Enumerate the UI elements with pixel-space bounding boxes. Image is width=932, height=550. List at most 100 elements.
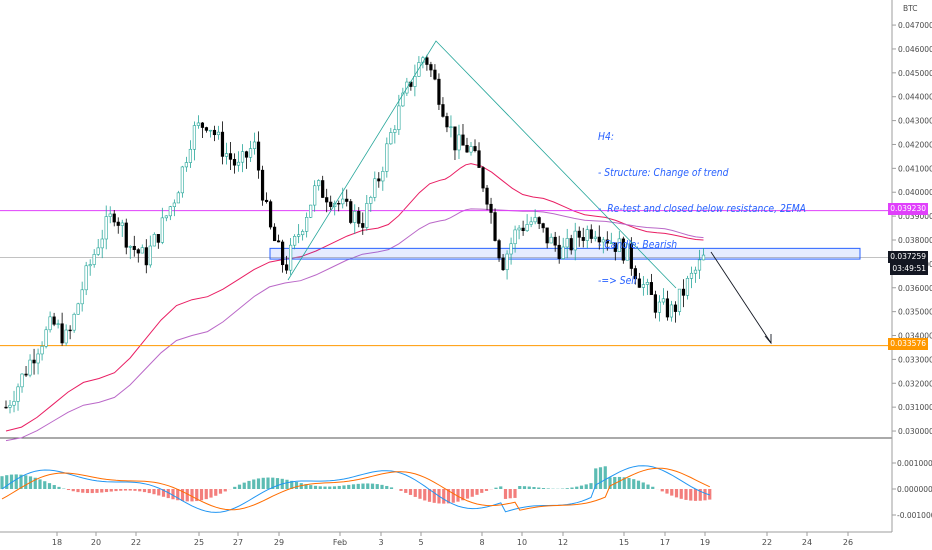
osc-hist-bar: [218, 489, 223, 494]
price-tick-label: 0.040000: [898, 188, 932, 197]
osc-hist-bar: [214, 489, 218, 496]
candle-body: [272, 226, 277, 242]
candle-body: [401, 92, 405, 107]
candle-body: [469, 146, 473, 153]
candle-body: [28, 359, 32, 376]
osc-hist-bar: [584, 484, 588, 489]
candle-body: [649, 282, 653, 295]
candle-body: [437, 78, 441, 105]
candle-body: [92, 254, 96, 265]
candle-body: [96, 247, 100, 255]
osc-hist-bar: [104, 489, 109, 493]
candle-body: [200, 122, 205, 128]
candle-body: [244, 151, 249, 158]
analysis-note[interactable]: H4: - Structure: Change of trend - Re-te…: [598, 107, 806, 299]
osc-hist-bar: [385, 485, 389, 489]
candle-body: [20, 373, 24, 388]
candle-body: [609, 242, 613, 244]
osc-hist-bar: [166, 489, 170, 499]
candle-body: [505, 253, 509, 271]
candle-body: [569, 238, 573, 251]
osc-hist-bar: [541, 488, 546, 489]
candle-body: [597, 236, 601, 243]
osc-hist-bar: [66, 489, 71, 491]
osc-hist-bar: [332, 486, 337, 489]
osc-hist-bar: [499, 486, 503, 489]
price-tick-label: 0.032000: [898, 379, 932, 388]
candle-body: [108, 213, 112, 217]
candle-body: [361, 223, 365, 228]
osc-hist-bar: [347, 484, 351, 489]
osc-hist-bar: [399, 489, 403, 491]
candle-body: [677, 288, 682, 312]
osc-hist-bar: [351, 484, 356, 489]
osc-hist-bar: [242, 482, 246, 489]
projection-arrow: [710, 251, 772, 344]
note-line: - Re-test and closed below resistance, 2…: [598, 203, 806, 215]
candle-body: [112, 213, 116, 223]
candle-body: [192, 125, 197, 150]
candle-body: [485, 187, 489, 205]
osc-hist-bar: [33, 477, 37, 489]
osc-hist-bar: [356, 483, 360, 489]
osc-hist-bar: [152, 489, 156, 495]
candle-body: [389, 132, 393, 145]
osc-hist-bar: [199, 489, 204, 501]
osc-hist-bar: [594, 468, 598, 489]
osc-hist-bar: [641, 482, 645, 489]
candle-body: [453, 126, 457, 151]
grid: [0, 437, 892, 533]
candle-body: [232, 159, 237, 166]
price-tick-label: 0.035000: [898, 308, 932, 317]
trend-drawings[interactable]: [287, 40, 772, 345]
osc-hist-bar: [123, 489, 128, 491]
osc-hist-bar: [161, 489, 166, 497]
candle-body: [293, 236, 297, 246]
candle-body: [84, 265, 88, 291]
candle-body: [381, 171, 385, 182]
candle-body: [148, 245, 152, 266]
candle-body: [565, 238, 569, 248]
candle-body: [521, 227, 525, 232]
macd-line: [1, 465, 710, 513]
price-tick-label: 0.039000: [898, 212, 932, 221]
candle-body: [517, 227, 521, 231]
osc-hist-bar: [375, 484, 379, 489]
price-tick-label: 0.042000: [898, 140, 932, 149]
candle-body: [357, 210, 361, 224]
candle-body: [553, 236, 557, 246]
candle-body: [561, 246, 565, 259]
candle-body: [397, 105, 401, 130]
osc-hist-bar: [598, 467, 603, 489]
time-tick-label: 3: [378, 538, 383, 547]
candle-body: [613, 242, 617, 252]
time-tick-label: 12: [558, 538, 568, 547]
osc-hist-bar: [546, 488, 550, 489]
osc-hist-bar: [670, 489, 674, 496]
osc-hist-bar: [138, 489, 142, 492]
signal-line: [1, 467, 711, 511]
osc-hist-bar: [100, 489, 104, 493]
osc-hist-bar: [90, 489, 94, 494]
candle-body: [533, 217, 537, 223]
candle-body: [377, 178, 381, 182]
candle-body: [52, 316, 56, 325]
candle-body: [545, 227, 549, 244]
candle-body: [501, 257, 505, 271]
osc-hist-bar: [513, 489, 517, 498]
candle-body: [212, 129, 217, 136]
candle-body: [252, 141, 257, 149]
osc-hist-bar: [660, 489, 664, 492]
osc-hist-bar: [47, 483, 52, 489]
osc-hist-bar: [703, 489, 707, 501]
osc-hist-bar: [95, 489, 99, 493]
osc-hist-bar: [613, 476, 617, 489]
osc-hist-bar: [413, 489, 417, 497]
osc-hist-bar: [684, 489, 688, 500]
candle-body: [653, 294, 657, 313]
time-axis[interactable]: 18 20 22 25 27 29 Feb 3 5 8 10 12 15 17 19 22 24 26: [52, 532, 853, 547]
osc-hist-bar: [522, 486, 527, 489]
candle-body: [329, 201, 333, 207]
candle-body: [24, 373, 28, 376]
